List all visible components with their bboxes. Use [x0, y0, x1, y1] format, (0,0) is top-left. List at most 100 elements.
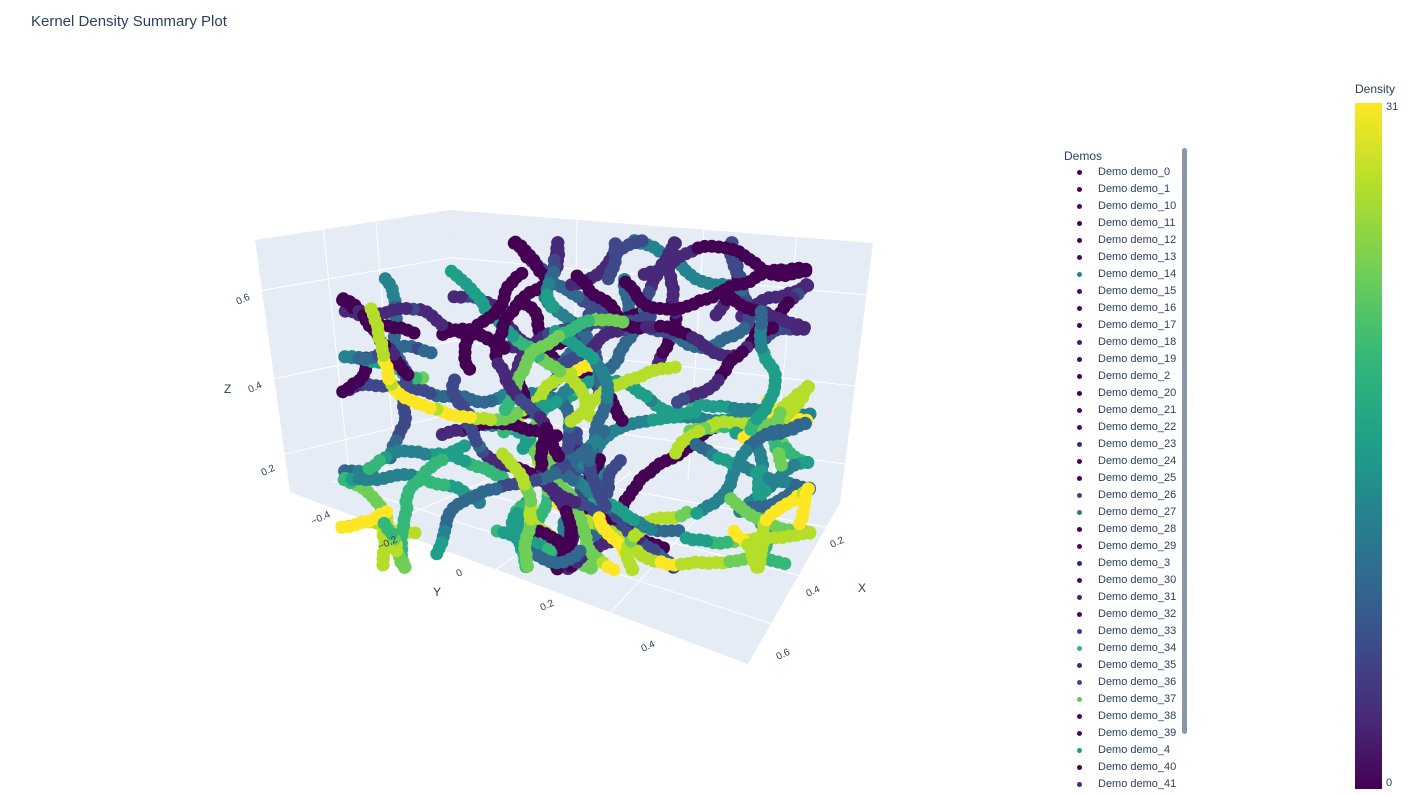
- scatter3d-scene[interactable]: 0.20.40.6−0.4−0.200.20.40.20.40.6 X Y Z: [0, 0, 1000, 700]
- legend-label: Demo demo_19: [1098, 353, 1177, 365]
- legend-item[interactable]: Demo demo_13: [1058, 250, 1178, 267]
- data-points: [335, 234, 817, 577]
- legend-item[interactable]: Demo demo_22: [1058, 420, 1178, 437]
- data-point: [444, 264, 458, 278]
- legend-item[interactable]: Demo demo_23: [1058, 437, 1178, 454]
- data-point: [564, 414, 578, 428]
- legend-marker-icon: [1077, 782, 1082, 787]
- legend-item[interactable]: Demo demo_0: [1058, 165, 1178, 182]
- legend-item[interactable]: Demo demo_33: [1058, 624, 1178, 641]
- legend-item[interactable]: Demo demo_29: [1058, 539, 1178, 556]
- legend-marker-icon: [1077, 697, 1082, 702]
- legend-marker-icon: [1077, 170, 1082, 175]
- data-point: [447, 290, 461, 304]
- z-tick-label: 0.6: [235, 292, 253, 308]
- legend-item[interactable]: Demo demo_36: [1058, 675, 1178, 692]
- data-point: [380, 505, 393, 519]
- legend-marker-icon: [1077, 663, 1082, 668]
- legend-item[interactable]: Demo demo_32: [1058, 607, 1178, 624]
- legend-label: Demo demo_2: [1098, 370, 1171, 382]
- legend-item[interactable]: Demo demo_26: [1058, 488, 1178, 505]
- legend-marker-icon: [1077, 748, 1082, 753]
- legend: Demos Demo demo_0 Demo demo_1 Demo demo_10…: [1058, 146, 1190, 795]
- data-point: [775, 458, 788, 472]
- legend-label: Demo demo_36: [1098, 676, 1177, 688]
- legend-item[interactable]: Demo demo_14: [1058, 267, 1178, 284]
- data-point: [496, 447, 510, 461]
- legend-item[interactable]: Demo demo_38: [1058, 709, 1178, 726]
- legend-label: Demo demo_24: [1098, 455, 1177, 467]
- legend-item[interactable]: Demo demo_4: [1058, 743, 1178, 760]
- legend-item[interactable]: Demo demo_25: [1058, 471, 1178, 488]
- legend-item[interactable]: Demo demo_34: [1058, 641, 1178, 658]
- chart-title: Kernel Density Summary Plot: [31, 13, 227, 30]
- x-tick-label: 0.6: [775, 647, 793, 663]
- z-gridline: [261, 257, 453, 291]
- legend-marker-icon: [1077, 714, 1082, 719]
- legend-item[interactable]: Demo demo_17: [1058, 318, 1178, 335]
- legend-label: Demo demo_0: [1098, 166, 1171, 178]
- legend-item[interactable]: Demo demo_3: [1058, 556, 1178, 573]
- legend-item[interactable]: Demo demo_41: [1058, 777, 1178, 794]
- legend-item[interactable]: Demo demo_18: [1058, 335, 1178, 352]
- legend-item[interactable]: Demo demo_1: [1058, 182, 1178, 199]
- legend-item[interactable]: Demo demo_10: [1058, 199, 1178, 216]
- legend-marker-icon: [1077, 323, 1082, 328]
- legend-title: Demos: [1064, 149, 1103, 163]
- legend-item[interactable]: Demo demo_15: [1058, 284, 1178, 301]
- legend-item[interactable]: Demo demo_35: [1058, 658, 1178, 675]
- legend-item[interactable]: Demo demo_2: [1058, 369, 1178, 386]
- legend-label: Demo demo_20: [1098, 387, 1177, 399]
- legend-item[interactable]: Demo demo_30: [1058, 573, 1178, 590]
- legend-item[interactable]: Demo demo_37: [1058, 692, 1178, 709]
- data-point: [430, 547, 444, 561]
- legend-marker-icon: [1077, 646, 1082, 651]
- legend-marker-icon: [1077, 629, 1082, 634]
- data-point: [690, 506, 704, 520]
- legend-marker-icon: [1077, 289, 1082, 294]
- data-point: [679, 531, 693, 545]
- data-point: [669, 446, 683, 460]
- y-tick-label: −0.4: [310, 509, 333, 527]
- legend-label: Demo demo_14: [1098, 268, 1177, 280]
- legend-label: Demo demo_11: [1098, 217, 1176, 229]
- x-tick-label: 0.2: [829, 535, 847, 551]
- data-point: [615, 413, 629, 427]
- legend-item[interactable]: Demo demo_19: [1058, 352, 1178, 369]
- legend-label: Demo demo_4: [1098, 744, 1171, 756]
- legend-item[interactable]: Demo demo_39: [1058, 726, 1178, 743]
- legend-marker-icon: [1077, 493, 1082, 498]
- legend-item[interactable]: Demo demo_28: [1058, 522, 1178, 539]
- legend-item[interactable]: Demo demo_11: [1058, 216, 1178, 233]
- data-point: [424, 346, 438, 360]
- data-point: [552, 449, 565, 463]
- legend-marker-icon: [1077, 425, 1082, 430]
- legend-label: Demo demo_33: [1098, 625, 1177, 637]
- modebar[interactable]: [1348, 0, 1418, 4]
- legend-label: Demo demo_30: [1098, 574, 1177, 586]
- legend-item[interactable]: Demo demo_12: [1058, 233, 1178, 250]
- legend-label: Demo demo_38: [1098, 710, 1177, 722]
- legend-marker-icon: [1077, 391, 1082, 396]
- legend-item[interactable]: Demo demo_16: [1058, 301, 1178, 318]
- legend-item[interactable]: Demo demo_40: [1058, 760, 1178, 777]
- legend-label: Demo demo_40: [1098, 761, 1177, 773]
- legend-label: Demo demo_28: [1098, 523, 1177, 535]
- legend-item[interactable]: Demo demo_24: [1058, 454, 1178, 471]
- colorbar-max-label: 31: [1386, 101, 1399, 113]
- legend-label: Demo demo_22: [1098, 421, 1177, 433]
- legend-label: Demo demo_31: [1098, 591, 1177, 603]
- legend-label: Demo demo_10: [1098, 200, 1177, 212]
- legend-scrollbar[interactable]: [1182, 148, 1187, 734]
- y-tick-label: 0.2: [539, 598, 557, 614]
- data-point: [607, 563, 621, 577]
- legend-item[interactable]: Demo demo_31: [1058, 590, 1178, 607]
- y-tick-label: 0: [455, 567, 465, 580]
- legend-marker-icon: [1077, 459, 1082, 464]
- data-point: [774, 263, 788, 277]
- legend-item[interactable]: Demo demo_20: [1058, 386, 1178, 403]
- data-point: [544, 300, 558, 314]
- data-point: [364, 302, 378, 316]
- legend-item[interactable]: Demo demo_21: [1058, 403, 1178, 420]
- legend-item[interactable]: Demo demo_27: [1058, 505, 1178, 522]
